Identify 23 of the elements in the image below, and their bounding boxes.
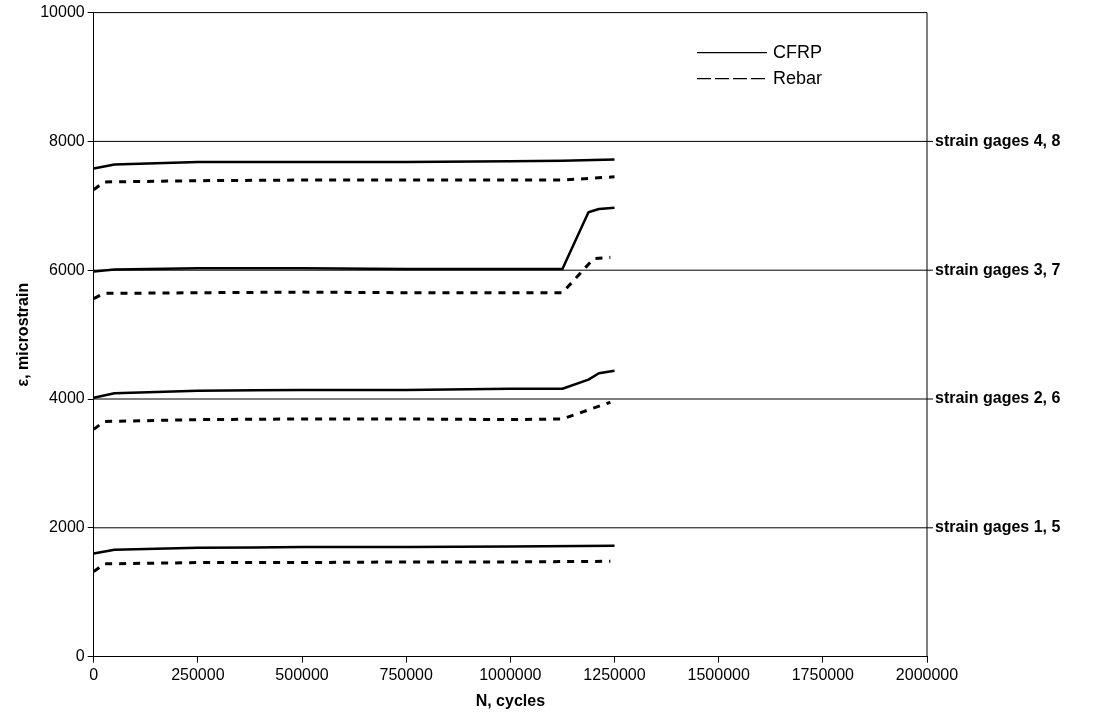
x-tick-label: 250000 xyxy=(171,665,225,683)
x-tick-label: 1250000 xyxy=(583,665,646,683)
y-axis-title: ε, microstrain xyxy=(14,282,32,387)
y-tick-label: 2000 xyxy=(49,518,85,536)
legend-label: CFRP xyxy=(773,41,822,62)
ref-line-label: strain gages 3, 7 xyxy=(935,260,1061,278)
ref-line-label: strain gages 2, 6 xyxy=(935,389,1061,407)
y-tick-label: 10000 xyxy=(40,3,85,21)
ref-line-label: strain gages 4, 8 xyxy=(935,131,1061,149)
y-tick-label: 0 xyxy=(75,647,85,665)
y-tick-label: 6000 xyxy=(49,260,85,278)
x-tick-label: 750000 xyxy=(379,665,433,683)
x-tick-label: 500000 xyxy=(275,665,329,683)
x-tick-label: 2000000 xyxy=(895,665,959,683)
x-tick-label: 1750000 xyxy=(791,665,855,683)
x-tick-label: 0 xyxy=(89,665,99,683)
x-tick-label: 1500000 xyxy=(687,665,750,683)
x-axis-title: N, cycles xyxy=(475,691,546,709)
legend-label: Rebar xyxy=(773,67,823,88)
x-tick-label: 1000000 xyxy=(479,665,542,683)
y-tick-label: 8000 xyxy=(49,131,85,149)
ref-line-label: strain gages 1, 5 xyxy=(935,518,1061,536)
y-tick-label: 4000 xyxy=(49,389,85,407)
